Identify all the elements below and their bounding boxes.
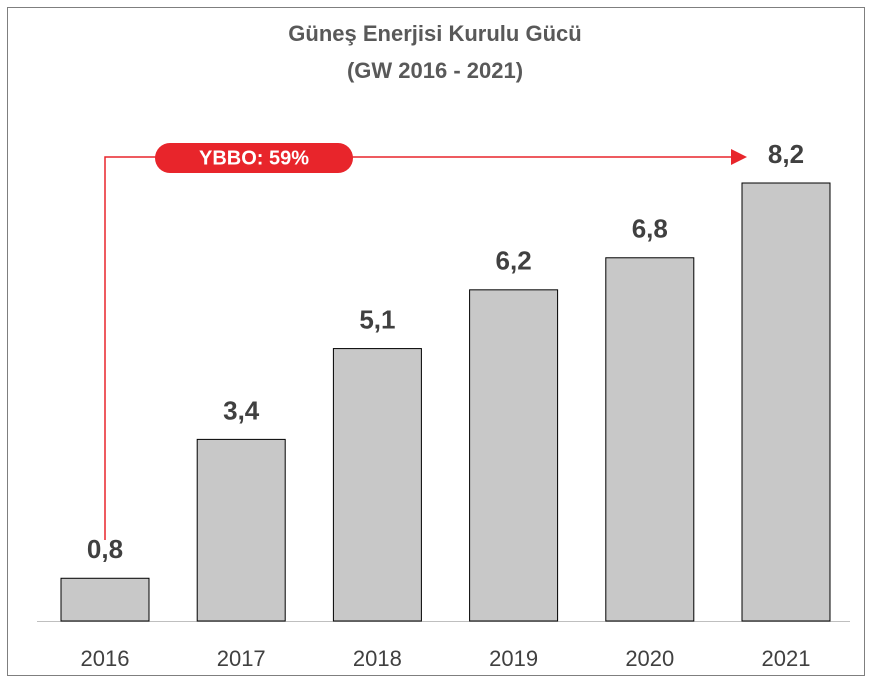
x-tick-label: 2019 [489, 646, 538, 671]
bar [741, 182, 831, 622]
x-tick-label: 2016 [81, 646, 130, 671]
chart-title: Güneş Enerjisi Kurulu Gücü [288, 21, 581, 46]
value-label: 6,2 [496, 246, 532, 276]
bar [469, 289, 559, 622]
x-tick-label: 2021 [762, 646, 811, 671]
x-tick-label: 2020 [625, 646, 674, 671]
bar [196, 438, 286, 622]
x-tick-label: 2018 [353, 646, 402, 671]
cagr-arrow [731, 149, 747, 165]
bar [332, 348, 422, 622]
bar [605, 257, 695, 622]
cagr-line [104, 156, 733, 540]
frame [7, 7, 865, 676]
value-label: 5,1 [359, 304, 395, 334]
value-label: 0,8 [87, 534, 123, 564]
chart-subtitle: (GW 2016 - 2021) [347, 58, 523, 83]
bar [60, 577, 150, 622]
cagr-label: YBBO: 59% [199, 147, 309, 169]
value-label: 8,2 [768, 139, 804, 169]
x-tick-label: 2017 [217, 646, 266, 671]
value-label: 6,8 [632, 214, 668, 244]
value-label: 3,4 [223, 395, 260, 425]
cagr-badge [155, 143, 353, 173]
